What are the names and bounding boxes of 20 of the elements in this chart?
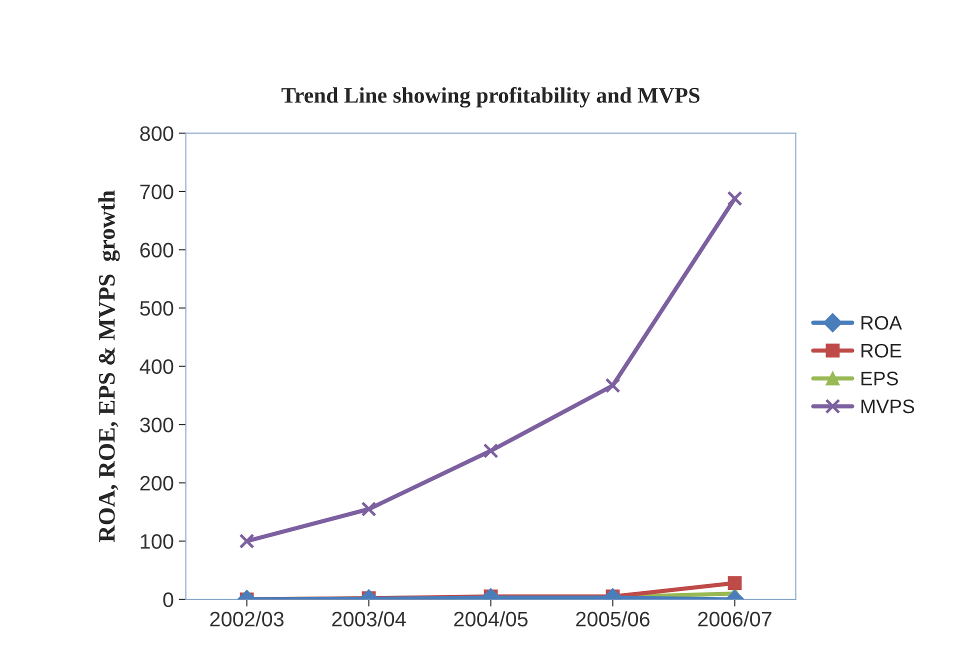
y-tick-label: 500 xyxy=(140,301,174,316)
y-tick-label: 700 xyxy=(140,184,174,200)
legend-label: ROE xyxy=(862,344,902,358)
y-tick-label: 400 xyxy=(140,359,174,374)
y-tick-label: 200 xyxy=(140,476,174,491)
x-tick-label: 2004/05 xyxy=(454,611,528,627)
y-tick-label: 800 xyxy=(140,126,174,141)
x-tick-label: 2003/04 xyxy=(332,611,406,627)
x-tick-label: 2005/06 xyxy=(576,611,650,627)
y-tick-label: 600 xyxy=(140,242,174,258)
y-tick-label: 100 xyxy=(140,534,174,549)
y-tick-label: 0 xyxy=(163,592,174,608)
x-tick-label: 2006/07 xyxy=(698,611,772,627)
chart-title: Trend Line showing profitability and MVPS xyxy=(282,87,700,108)
legend-label: EPS xyxy=(862,372,898,386)
y-axis-title: ROA, ROE, EPS & MVPS growth xyxy=(98,190,120,542)
legend-label: MVPS xyxy=(862,400,914,414)
y-tick-label: 300 xyxy=(140,418,174,432)
x-tick-label: 2002/03 xyxy=(210,611,284,627)
legend-label: ROA xyxy=(862,316,902,330)
